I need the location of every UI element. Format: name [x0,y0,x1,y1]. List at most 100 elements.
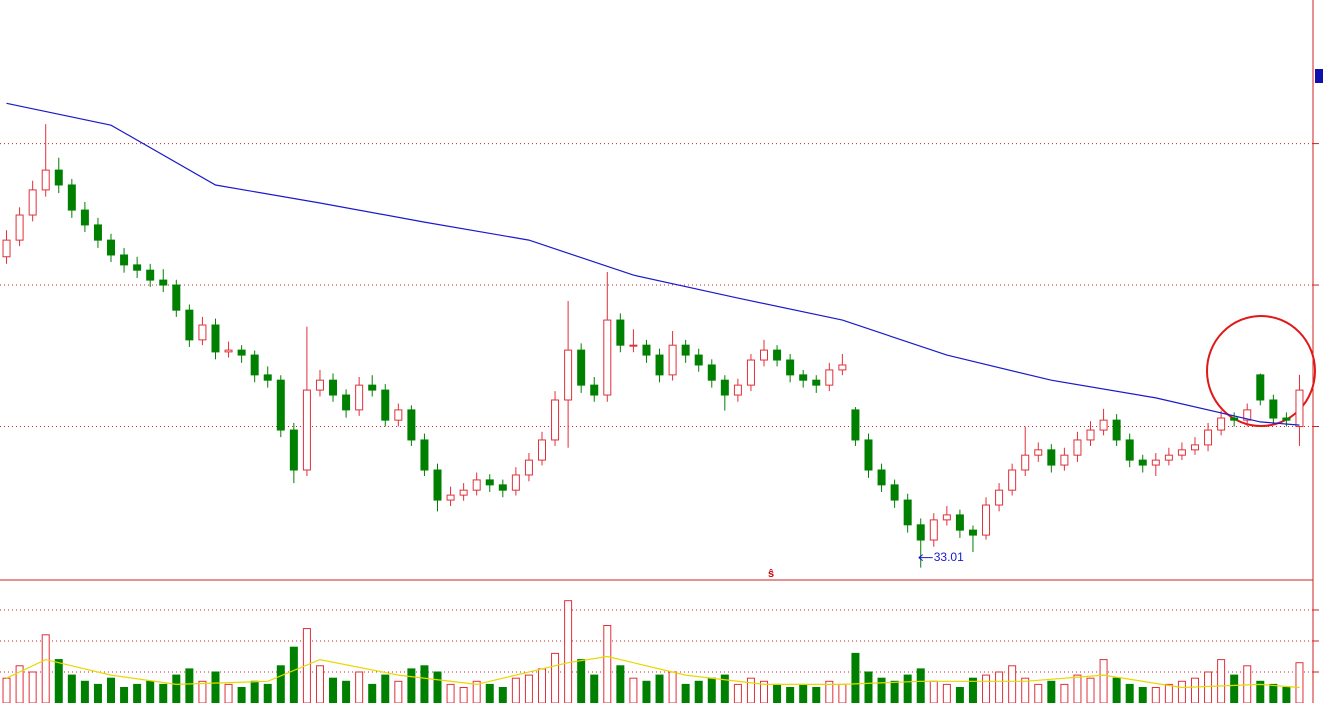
volume-bar [1204,671,1213,704]
candle-body [799,374,808,381]
volume-bar [877,677,886,704]
candle-body [407,409,416,441]
volume-bar [80,680,89,704]
candle-body [381,389,390,421]
candle-body [1295,389,1304,428]
volume-bar [955,686,964,704]
candle-body [368,384,377,391]
volume-bar [942,683,951,704]
volume-bar [1034,683,1043,704]
volume-bar [146,680,155,704]
candle-body [198,324,207,341]
volume-bar [446,683,455,704]
volume-bar [1282,686,1291,704]
volume-bar [603,624,612,704]
volume-bar [211,671,220,704]
candle-body [616,319,625,346]
candle-body [1008,469,1017,491]
candle-body [15,214,24,241]
candle-body [498,484,507,491]
candle-body [120,254,129,266]
candle-body [433,469,442,501]
volume-bar [394,680,403,704]
volume-bar [564,600,573,704]
candle-body [1086,429,1095,441]
volume-bar [903,674,912,704]
volume-bar [276,665,285,704]
volume-bar [172,674,181,704]
low-label: 33.01 [934,550,964,564]
candle-body [733,384,742,396]
candle-body [2,239,11,258]
volume-bar [773,683,782,704]
volume-bar [968,677,977,704]
volume-bar [420,665,429,704]
candle-body [655,354,664,376]
price-marker [1315,69,1323,83]
candle-body [1021,454,1030,471]
candle-body [329,379,338,396]
candle-body [903,499,912,526]
candle-body [185,309,194,341]
volume-bar [642,680,651,704]
volume-bar [577,659,586,704]
volume-bar [1021,677,1030,704]
volume-bar [1099,659,1108,704]
volume-bar [120,686,129,704]
candle-body [1073,439,1082,456]
volume-bar [1190,677,1199,704]
volume-bar [1125,683,1134,704]
candle-body [564,349,573,401]
volume-bar [799,683,808,704]
candle-body [485,479,494,486]
candle-body [342,394,351,411]
candle-body [1269,399,1278,419]
volume-bar [916,668,925,704]
candle-body [355,384,364,411]
candle-body [67,184,76,211]
candle-body [394,409,403,421]
candle-body [420,439,429,471]
volume-bar [1112,677,1121,704]
volume-bar [838,683,847,704]
candle-body [825,369,834,386]
volume-bar [681,683,690,704]
candle-body [133,264,142,271]
volume-bar [1217,659,1226,704]
volume-bar [263,683,272,704]
candle-body [694,354,703,366]
volume-moving-average [6,655,1300,689]
marker: ŝ [768,568,774,580]
candle-body [890,484,899,501]
volume-bar [537,668,546,704]
candle-body [968,529,977,536]
volume-bar [433,671,442,704]
volume-bar [368,683,377,704]
volume-bar [746,677,755,704]
candle-body [760,349,769,361]
volume-bar [315,665,324,704]
candle-body [1138,459,1147,466]
volume-bar [995,671,1004,704]
candle-body [446,494,455,501]
volume-bar [342,680,351,704]
candle-body [459,489,468,496]
volume-bar [1177,680,1186,704]
candle-body [289,429,298,471]
candle-body [707,364,716,381]
volume-bar [407,668,416,704]
candle-body [629,344,638,347]
candle-body [1282,417,1291,421]
candle-body [786,359,795,376]
candle-body [1099,419,1108,431]
volume-bar [198,680,207,704]
candle-body [524,459,533,476]
volume-bar [28,671,37,704]
candle-body [773,349,782,361]
volume-bar [133,683,142,704]
candle-body [80,209,89,226]
candle-body [1177,449,1186,456]
volume-bar [851,652,860,704]
candle-body [146,269,155,281]
